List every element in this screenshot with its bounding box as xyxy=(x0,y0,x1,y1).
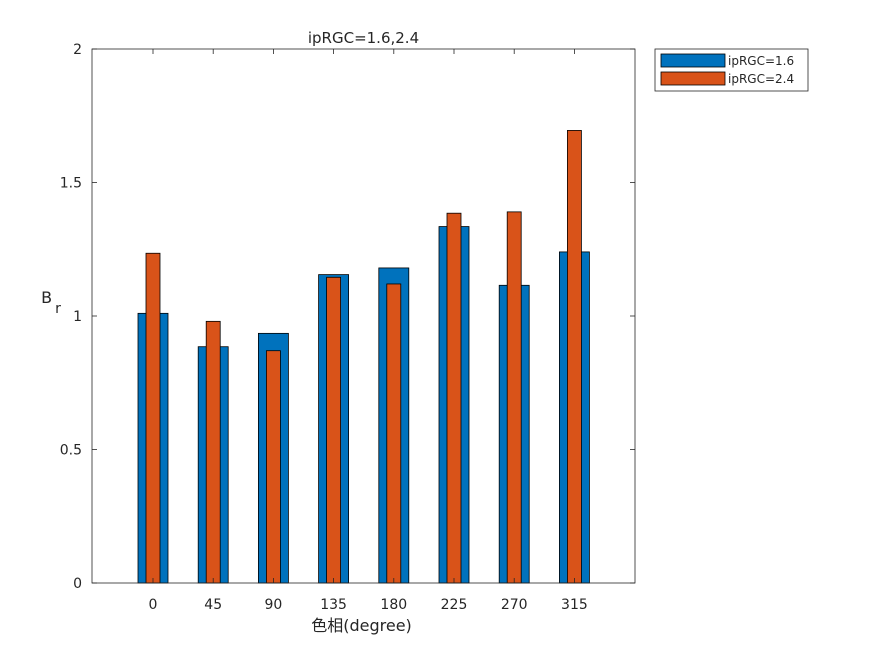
x-tick-label: 90 xyxy=(264,597,282,613)
x-axis-label: 色相(degree) xyxy=(311,616,412,635)
bar-series-2-45 xyxy=(205,320,221,584)
axes-layer: 0 0.5 1 1.5 2 0 45 90 135 180 225 270 315 xyxy=(60,42,636,613)
x-tick-label: 225 xyxy=(441,597,468,613)
bar-series-2-270 xyxy=(506,211,522,584)
bar-series-2-180 xyxy=(386,283,402,584)
x-tick-label: 315 xyxy=(561,597,588,613)
bar-series-2-315 xyxy=(567,130,582,584)
y-tick-label: 1.5 xyxy=(60,176,82,192)
legend-swatch-2 xyxy=(660,71,726,86)
bars-layer xyxy=(92,49,635,584)
labels-layer: ipRGC=1.6,2.4 色相(degree) Br xyxy=(41,29,419,635)
bar-series-2-0 xyxy=(145,252,161,584)
y-axis-label-subscript: r xyxy=(55,301,61,317)
x-tick-label: 270 xyxy=(501,597,528,613)
y-tick-label: 0.5 xyxy=(60,443,82,459)
x-tick-label: 180 xyxy=(380,597,407,613)
plot-area xyxy=(92,49,635,583)
bar-series-2-225 xyxy=(446,212,462,584)
legend-swatch-1 xyxy=(660,53,726,68)
legend: ipRGC=1.6 ipRGC=2.4 xyxy=(654,48,809,92)
x-tick-label: 0 xyxy=(149,597,158,613)
bar-series-2-135 xyxy=(326,276,342,584)
legend-label-1: ipRGC=1.6 xyxy=(728,54,794,68)
chart-title: ipRGC=1.6,2.4 xyxy=(308,29,419,47)
x-tick-label: 45 xyxy=(204,597,222,613)
bar-series-2-90 xyxy=(265,350,281,584)
y-axis-label-main: B xyxy=(41,288,52,307)
y-tick-label: 2 xyxy=(73,42,82,58)
x-tick-label: 135 xyxy=(320,597,347,613)
y-axis-label: Br xyxy=(41,288,61,317)
legend-label-2: ipRGC=2.4 xyxy=(728,72,794,86)
y-tick-label: 0 xyxy=(73,576,82,592)
y-tick-label: 1 xyxy=(73,309,82,325)
